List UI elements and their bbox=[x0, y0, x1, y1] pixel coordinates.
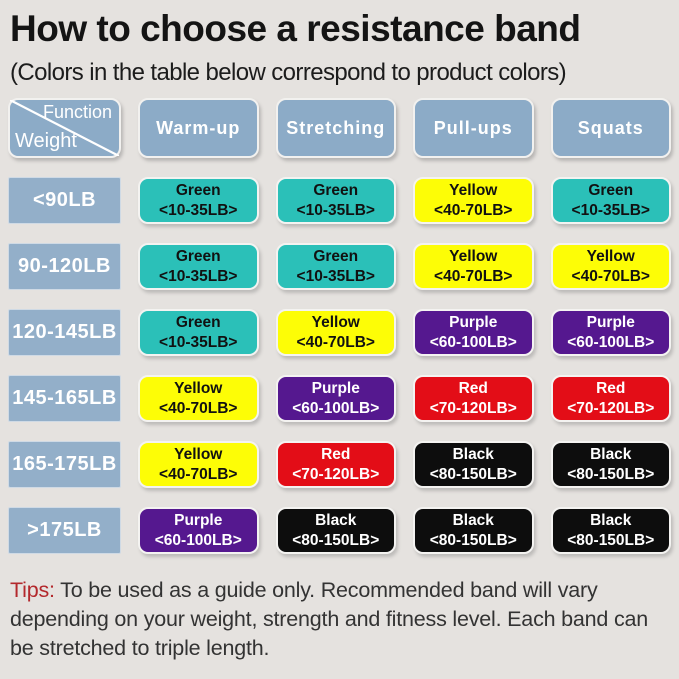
band-range: <40-70LB> bbox=[571, 267, 650, 285]
band-range: <80-150LB> bbox=[292, 531, 380, 549]
band-name: Black bbox=[590, 445, 632, 463]
band-name: Yellow bbox=[449, 247, 498, 265]
band-range: <40-70LB> bbox=[434, 267, 513, 285]
band-name: Green bbox=[588, 181, 634, 199]
weight-label: 90-120LB bbox=[8, 243, 121, 291]
band-range: <70-120LB> bbox=[567, 399, 655, 417]
page-subtitle: (Colors in the table below correspond to… bbox=[10, 58, 567, 86]
infographic-page: How to choose a resistance band (Colors … bbox=[8, 8, 674, 663]
band-cell-black: Black <80-150LB> bbox=[413, 507, 534, 555]
band-cell-yellow: Yellow <40-70LB> bbox=[275, 309, 396, 357]
band-name: Yellow bbox=[311, 313, 360, 331]
band-name: Green bbox=[313, 247, 359, 265]
band-range: <40-70LB> bbox=[159, 465, 238, 483]
weight-label: 120-145LB bbox=[8, 309, 121, 357]
band-range: <70-120LB> bbox=[429, 399, 517, 417]
column-header-stretching: Stretching bbox=[275, 98, 396, 159]
band-cell-green: Green <10-35LB> bbox=[138, 243, 259, 291]
band-cell-purple: Purple <60-100LB> bbox=[275, 375, 396, 423]
band-cell-yellow: Yellow <40-70LB> bbox=[413, 243, 534, 291]
band-cell-purple: Purple <60-100LB> bbox=[413, 309, 534, 357]
band-cell-yellow: Yellow <40-70LB> bbox=[550, 243, 671, 291]
band-cell-black: Black <80-150LB> bbox=[550, 441, 671, 489]
band-cell-purple: Purple <60-100LB> bbox=[138, 507, 259, 555]
band-name: Green bbox=[175, 313, 221, 331]
band-range: <80-150LB> bbox=[567, 531, 655, 549]
diagonal-divider-line bbox=[10, 100, 119, 156]
band-cell-yellow: Yellow <40-70LB> bbox=[138, 441, 259, 489]
band-cell-red: Red <70-120LB> bbox=[550, 375, 671, 423]
tips-label: Tips: bbox=[10, 578, 55, 603]
band-range: <40-70LB> bbox=[296, 333, 375, 351]
band-name: Green bbox=[175, 247, 221, 265]
band-name: Black bbox=[452, 511, 494, 529]
band-name: Green bbox=[313, 181, 359, 199]
band-range: <60-100LB> bbox=[292, 399, 380, 417]
band-cell-yellow: Yellow <40-70LB> bbox=[413, 177, 534, 225]
column-header-warm-up: Warm-up bbox=[138, 98, 259, 159]
band-cell-green: Green <10-35LB> bbox=[138, 309, 259, 357]
band-range: <10-35LB> bbox=[571, 201, 650, 219]
band-cell-red: Red <70-120LB> bbox=[413, 375, 534, 423]
band-cell-red: Red <70-120LB> bbox=[275, 441, 396, 489]
band-name: Black bbox=[452, 445, 494, 463]
band-range: <60-100LB> bbox=[567, 333, 655, 351]
band-name: Yellow bbox=[586, 247, 635, 265]
band-range: <80-150LB> bbox=[567, 465, 655, 483]
weight-label: 165-175LB bbox=[8, 441, 121, 489]
band-cell-black: Black <80-150LB> bbox=[275, 507, 396, 555]
band-cell-green: Green <10-35LB> bbox=[275, 177, 396, 225]
tips-text: To be used as a guide only. Recommended … bbox=[10, 578, 649, 661]
band-range: <10-35LB> bbox=[296, 201, 375, 219]
band-range: <10-35LB> bbox=[159, 201, 238, 219]
band-name: Purple bbox=[311, 379, 360, 397]
band-name: Red bbox=[321, 445, 351, 463]
band-cell-purple: Purple <60-100LB> bbox=[550, 309, 671, 357]
tips-paragraph: Tips: To be used as a guide only. Recomm… bbox=[10, 576, 674, 663]
band-table: Function Weight Warm-up Stretching Pull-up… bbox=[8, 98, 671, 555]
band-cell-green: Green <10-35LB> bbox=[550, 177, 671, 225]
band-range: <60-100LB> bbox=[429, 333, 517, 351]
weight-label: 145-165LB bbox=[8, 375, 121, 423]
band-range: <80-150LB> bbox=[429, 531, 517, 549]
weight-label: >175LB bbox=[8, 507, 121, 555]
page-title: How to choose a resistance band bbox=[10, 8, 581, 49]
band-cell-black: Black <80-150LB> bbox=[550, 507, 671, 555]
weight-label: <90LB bbox=[8, 177, 121, 225]
band-cell-green: Green <10-35LB> bbox=[275, 243, 396, 291]
band-range: <70-120LB> bbox=[292, 465, 380, 483]
band-range: <40-70LB> bbox=[159, 399, 238, 417]
band-name: Red bbox=[596, 379, 626, 397]
band-range: <40-70LB> bbox=[434, 201, 513, 219]
band-name: Purple bbox=[449, 313, 498, 331]
band-range: <10-35LB> bbox=[159, 333, 238, 351]
band-range: <10-35LB> bbox=[296, 267, 375, 285]
band-range: <10-35LB> bbox=[159, 267, 238, 285]
band-range: <80-150LB> bbox=[429, 465, 517, 483]
band-name: Black bbox=[590, 511, 632, 529]
band-name: Green bbox=[175, 181, 221, 199]
band-name: Black bbox=[315, 511, 357, 529]
column-header-pull-ups: Pull-ups bbox=[413, 98, 534, 159]
band-name: Yellow bbox=[449, 181, 498, 199]
corner-function-label: Function bbox=[42, 102, 112, 123]
band-cell-yellow: Yellow <40-70LB> bbox=[138, 375, 259, 423]
band-name: Yellow bbox=[174, 379, 223, 397]
corner-weight-label: Weight bbox=[15, 130, 77, 153]
band-range: <60-100LB> bbox=[154, 531, 242, 549]
band-name: Red bbox=[458, 379, 488, 397]
corner-cell: Function Weight bbox=[8, 98, 121, 159]
band-cell-black: Black <80-150LB> bbox=[413, 441, 534, 489]
column-header-squats: Squats bbox=[550, 98, 671, 159]
band-name: Purple bbox=[586, 313, 635, 331]
band-cell-green: Green <10-35LB> bbox=[138, 177, 259, 225]
band-name: Yellow bbox=[174, 445, 223, 463]
band-name: Purple bbox=[174, 511, 223, 529]
